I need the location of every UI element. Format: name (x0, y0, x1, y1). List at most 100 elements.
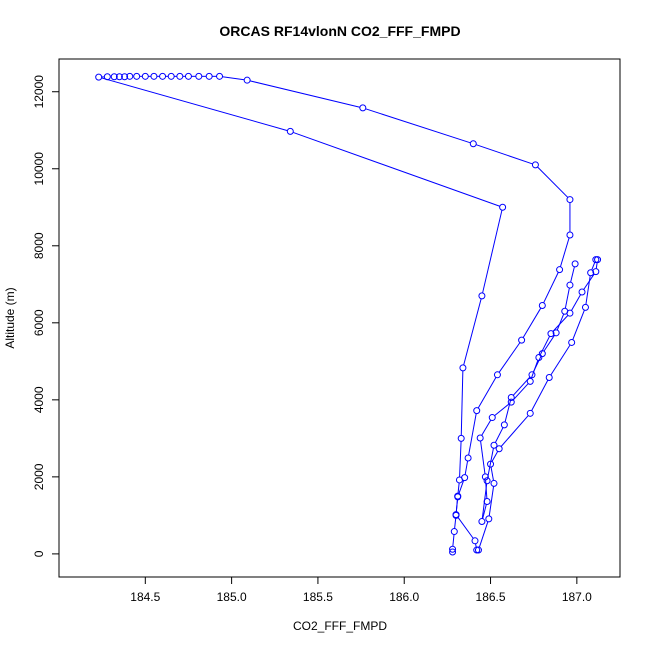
series-segment (570, 294, 581, 311)
series-segment (498, 342, 521, 373)
data-point (526, 377, 534, 385)
data-point (594, 256, 602, 264)
data-point (485, 515, 493, 523)
series-segment (249, 80, 361, 108)
data-point (359, 104, 367, 112)
data-point (216, 72, 224, 80)
series-segment (543, 335, 555, 352)
data-point (488, 414, 496, 422)
x-axis: 184.5 185.0 185.5 186.0 186.5 187.0 (130, 576, 592, 604)
series-segment (481, 419, 492, 436)
y-tick-label: 10000 (32, 152, 46, 186)
data-point (538, 350, 546, 358)
data-point (507, 394, 515, 402)
x-tick-label: 186.5 (476, 590, 506, 604)
data-point (464, 454, 472, 462)
x-tick-label: 186.0 (389, 590, 419, 604)
data-point (547, 330, 555, 338)
plot-frame (58, 58, 621, 578)
series-segment (475, 543, 477, 548)
data-point (490, 441, 498, 449)
series-segment (459, 441, 462, 477)
data-point (526, 409, 534, 417)
data-point (121, 73, 129, 81)
data-point (459, 364, 467, 372)
data-point (538, 301, 546, 309)
y-tick-label: 2000 (32, 463, 46, 490)
series-segment (552, 315, 569, 332)
series-segment (532, 356, 542, 373)
data-point (150, 72, 158, 80)
data-point (110, 73, 118, 81)
data-point (474, 546, 482, 554)
data-point (452, 511, 460, 519)
data-point (481, 473, 489, 481)
series-segment (464, 460, 469, 475)
series-segment (101, 77, 288, 132)
series-segment (488, 486, 495, 516)
data-point (469, 140, 477, 148)
series-segment (550, 344, 571, 376)
series-segment (491, 451, 499, 462)
data-point (205, 72, 213, 80)
series-segment (572, 310, 585, 340)
data-point (499, 203, 507, 211)
series-segment (537, 166, 569, 198)
series-segment (570, 266, 575, 283)
data-point (552, 329, 560, 337)
series-segment (504, 400, 512, 423)
data-point (581, 303, 589, 311)
data-point (531, 161, 539, 169)
series-segment (365, 108, 471, 144)
data-point (483, 498, 491, 506)
data-point (141, 72, 149, 80)
data-point (457, 434, 465, 442)
series-segment (222, 76, 245, 81)
series-segment (480, 440, 486, 474)
data-point (587, 269, 595, 277)
data-point (167, 72, 175, 80)
data-point (578, 288, 586, 296)
series-segment (539, 336, 551, 356)
series-segment (494, 403, 510, 417)
data-point (571, 260, 579, 268)
series-segment (455, 499, 458, 512)
y-axis: 0 2000 4000 6000 8000 10000 12000 (32, 75, 60, 557)
data-point (473, 407, 481, 415)
data-point (566, 231, 574, 239)
data-point (556, 266, 564, 274)
data-point (568, 338, 576, 346)
data-point (243, 76, 251, 84)
series-segment (494, 427, 504, 443)
series-segment (452, 534, 455, 547)
series-segment (543, 272, 559, 303)
series-segment (482, 504, 487, 519)
data-point (176, 72, 184, 80)
data-point (454, 493, 462, 501)
data-point (286, 127, 294, 135)
series-segment (531, 379, 549, 411)
data-point (592, 268, 600, 276)
data-point (535, 353, 543, 361)
data-point (500, 421, 508, 429)
data-point (476, 434, 484, 442)
data-point (493, 371, 501, 379)
series-segment (591, 262, 596, 271)
y-tick-label: 8000 (32, 232, 46, 259)
y-tick-label: 4000 (32, 386, 46, 413)
data-point (133, 72, 141, 80)
x-tick-label: 187.0 (562, 590, 592, 604)
x-tick-label: 185.5 (303, 590, 333, 604)
x-tick-label: 185.0 (217, 590, 247, 604)
series-segment (522, 307, 542, 338)
data-point (103, 73, 111, 81)
series-segment (457, 482, 460, 494)
data-point (528, 371, 536, 379)
series-segment (477, 377, 497, 409)
data-point (471, 537, 479, 545)
series-segment (556, 313, 565, 331)
data-point (461, 474, 469, 482)
data-point (115, 73, 123, 81)
series-segment (468, 413, 477, 456)
data-point (483, 477, 491, 485)
